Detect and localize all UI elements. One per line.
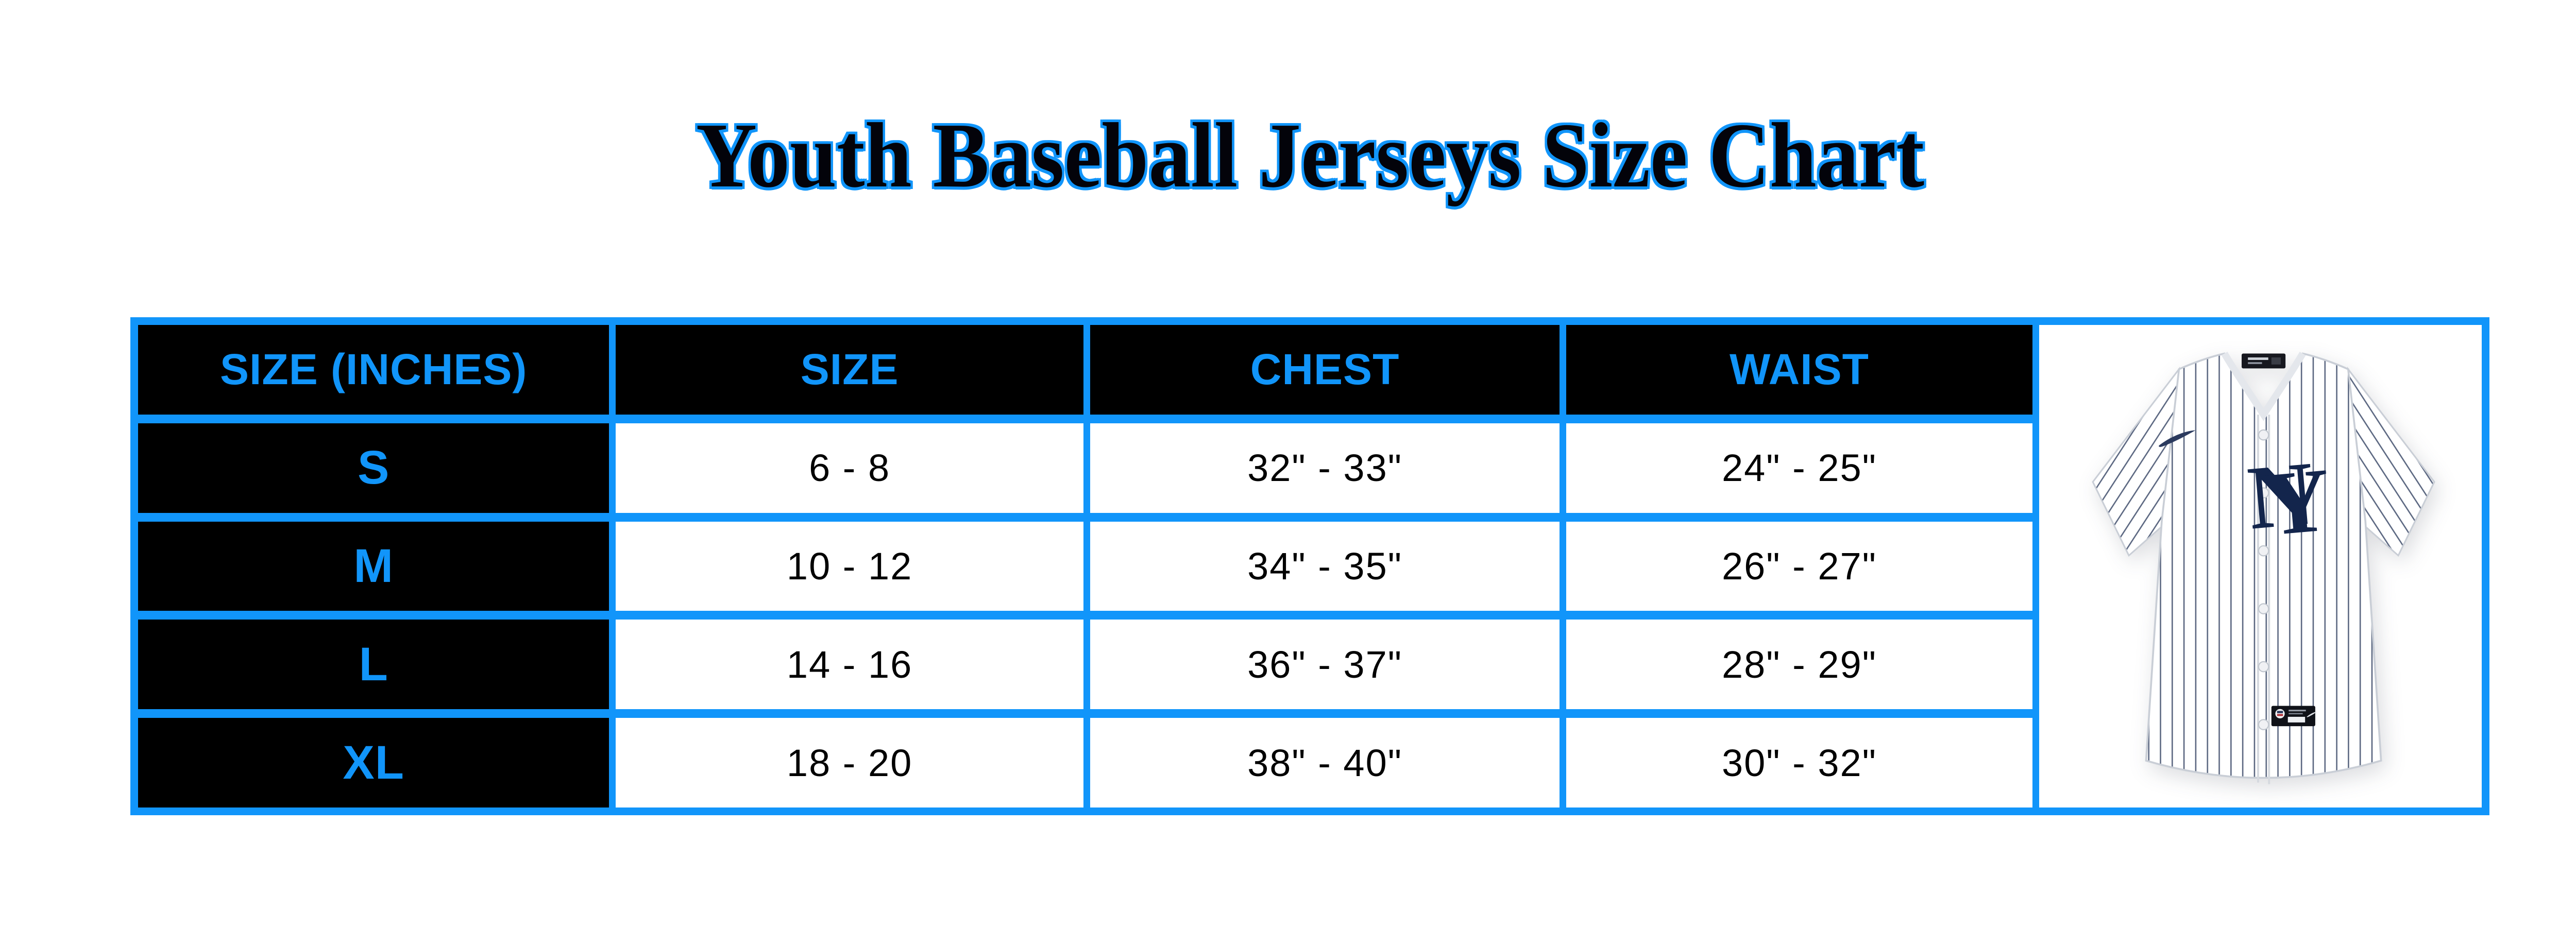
chest-cell: 32" - 33" [1090,423,1560,513]
cell-value: 18 - 20 [786,741,913,784]
cell-value: 26" - 27" [1721,544,1877,588]
row-label-cell: S [138,423,609,513]
column-header-label: SIZE (INCHES) [220,345,528,394]
waist-cell: 24" - 25" [1566,423,2032,513]
mlb-jock-tag [2271,706,2317,726]
cell-value: 14 - 16 [786,643,913,686]
cell-value: 28" - 29" [1721,643,1877,686]
size-cell: 14 - 16 [616,620,1083,710]
size-chart-table: SIZE (INCHES) SIZE CHEST WAIST [130,317,2489,815]
page-title-text: Youth Baseball Jerseys Size Chart [696,104,1925,207]
chest-cell: 34" - 35" [1090,521,1560,611]
jersey-image: N Y [2092,351,2435,784]
neck-label [2241,353,2285,368]
collar-trim [2221,351,2306,421]
size-cell: 6 - 8 [616,423,1083,513]
row-label-cell: XL [138,718,609,807]
column-header-size-inches: SIZE (INCHES) [138,325,609,415]
cell-value: 38" - 40" [1247,741,1402,784]
button-placket [2257,414,2270,784]
column-header-chest: CHEST [1090,325,1560,415]
cell-value: 30" - 32" [1721,741,1877,784]
jersey-buttons [2258,429,2269,730]
nike-swoosh-icon [2159,429,2196,447]
row-label: S [358,441,390,494]
page-title: Youth Baseball Jerseys Size Chart [0,109,2576,202]
chest-cell: 38" - 40" [1090,718,1560,807]
row-label-cell: L [138,620,609,710]
cell-value: 6 - 8 [809,446,891,490]
column-header-label: SIZE [800,345,899,394]
row-label-cell: M [138,521,609,611]
monogram-letter-y: Y [2260,449,2334,555]
column-header-label: WAIST [1729,345,1869,394]
column-header-label: CHEST [1250,345,1400,394]
waist-cell: 28" - 29" [1566,620,2032,710]
waist-cell: 30" - 32" [1566,718,2032,807]
column-header-size: SIZE [616,325,1083,415]
size-cell: 10 - 12 [616,521,1083,611]
cell-value: 34" - 35" [1247,544,1402,588]
jersey-image-cell: N Y [2039,325,2482,807]
waist-cell: 26" - 27" [1566,521,2032,611]
column-header-waist: WAIST [1566,325,2032,415]
cell-value: 10 - 12 [786,544,913,588]
cell-value: 36" - 37" [1247,643,1402,686]
row-label: L [359,638,388,691]
cell-value: 32" - 33" [1247,446,1402,490]
chest-cell: 36" - 37" [1090,620,1560,710]
monogram-letter-n: N [2244,443,2318,548]
size-cell: 18 - 20 [616,718,1083,807]
ny-monogram: N Y [2244,443,2334,555]
cell-value: 24" - 25" [1721,446,1877,490]
row-label: M [353,539,394,592]
row-label: XL [343,736,404,789]
